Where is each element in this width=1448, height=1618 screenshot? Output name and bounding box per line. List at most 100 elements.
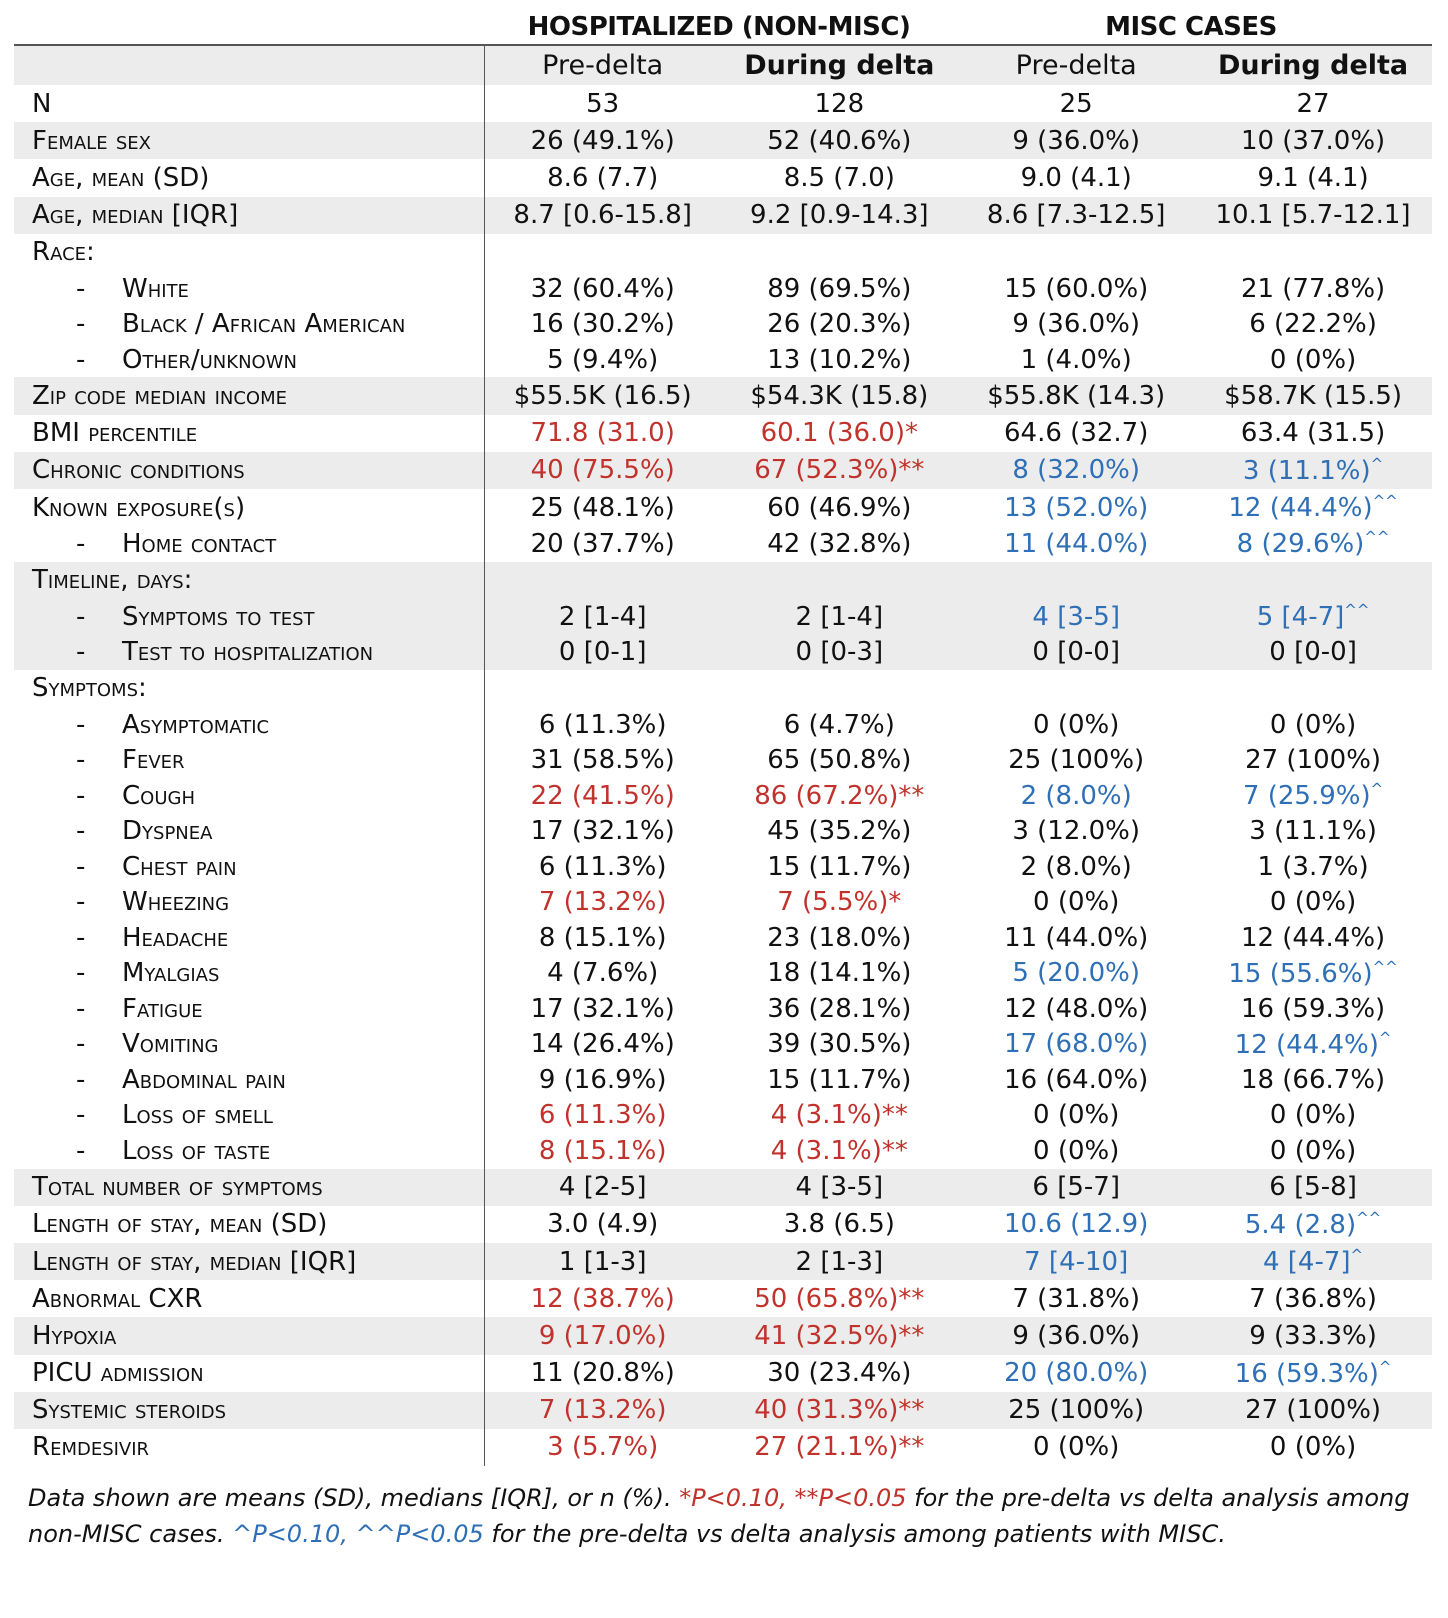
cell-during-delta-misc: 10.1 [5.7-12.1] xyxy=(1194,196,1432,234)
cell-value: 3 (5.7%) xyxy=(547,1432,659,1463)
footnote-text-3: for the pre-delta vs delta analysis amon… xyxy=(483,1520,1226,1548)
row-label: - Black / African American xyxy=(14,306,485,342)
cell-during-delta-non-misc: 15 (11.7%) xyxy=(721,849,958,885)
row-label: - Myalgias xyxy=(14,955,485,992)
cell-during-delta-misc: 0 (0%) xyxy=(1195,342,1432,378)
row-label: Zip code median income xyxy=(14,377,485,415)
group-header-row: HOSPITALIZED (NON-MISC) MISC CASES xyxy=(14,10,1432,46)
row-label-text: Hypoxia xyxy=(32,1320,117,1351)
row-label-text: Vomiting xyxy=(122,1029,219,1060)
table-row: - Cough 22 (41.5%) 86 (67.2%)** 2 (8.0%) 7 (2… xyxy=(14,778,1432,814)
cell-value: 8 (15.1%) xyxy=(538,1135,667,1166)
cell-during-delta-non-misc xyxy=(721,234,958,271)
summary-table: Pre-delta During delta Pre-delta During … xyxy=(14,46,1432,1467)
row-label: - Symptoms to test xyxy=(14,598,485,635)
cell-pre-delta-misc: 9.0 (4.1) xyxy=(958,159,1195,196)
cell-value: 0 (0%) xyxy=(1033,887,1120,918)
table-row: - Loss of smell 6 (11.3%) 4 (3.1%)** 0 (0%) 0… xyxy=(14,1097,1432,1134)
table-row: Timeline, days: xyxy=(14,561,1432,599)
table-row: - Black / African American 16 (30.2%) 26 (2… xyxy=(14,306,1432,342)
table-row: Known exposure(s) 25 (48.1%) 60 (46.9%) 13 … xyxy=(14,489,1432,527)
table-row: Hypoxia 9 (17.0%) 41 (32.5%)** 9 (36.0%) 9 (… xyxy=(14,1317,1432,1355)
cell-value: 8 (29.6%) xyxy=(1236,529,1365,560)
cell-during-delta-misc: 12 (44.4%)^^ xyxy=(1195,489,1432,526)
cell-value: 64.6 (32.7) xyxy=(1004,418,1149,449)
cell-pre-delta-non-misc: 20 (37.7%) xyxy=(484,526,721,562)
cell-during-delta-misc: 12 (44.4%) xyxy=(1195,920,1432,956)
cell-pre-delta-misc: 1 (4.0%) xyxy=(958,342,1195,378)
cell-during-delta-non-misc: 65 (50.8%) xyxy=(721,743,958,779)
significance-marker: ^ xyxy=(1350,1246,1364,1265)
sub-item-dash: - xyxy=(76,958,86,989)
cell-value: 0 [0-0] xyxy=(1269,637,1357,668)
cell-pre-delta-misc: 25 (100%) xyxy=(958,743,1195,779)
cell-during-delta-non-misc: 67 (52.3%)** xyxy=(720,451,958,489)
row-label: Female sex xyxy=(14,122,485,160)
cell-during-delta-non-misc: 8.5 (7.0) xyxy=(721,159,958,196)
row-label: Timeline, days: xyxy=(14,561,485,599)
cell-value: 11 (20.8%) xyxy=(530,1358,675,1389)
cell-during-delta-non-misc: 39 (30.5%) xyxy=(721,1027,958,1063)
cell-pre-delta-non-misc xyxy=(484,670,721,707)
cell-value: 9 (36.0%) xyxy=(1012,309,1141,340)
table-row: - Headache 8 (15.1%) 23 (18.0%) 11 (44.0%) 12… xyxy=(14,920,1432,956)
cell-value: 4 (7.6%) xyxy=(547,958,659,989)
cell-value: 30 (23.4%) xyxy=(767,1358,912,1389)
cell-pre-delta-non-misc: 8 (15.1%) xyxy=(484,1133,721,1169)
cell-value: 27 (100%) xyxy=(1245,745,1382,776)
table-row: - Test to hospitalization 0 [0-1] 0 [0-3] 0 … xyxy=(14,634,1432,670)
cell-value: 15 (60.0%) xyxy=(1004,273,1149,304)
cell-value: 12 (48.0%) xyxy=(1004,993,1149,1024)
significance-marker: ^^ xyxy=(1356,1208,1382,1227)
sub-item-dash: - xyxy=(76,745,86,776)
cell-pre-delta-non-misc: 71.8 (31.0) xyxy=(484,415,721,452)
table-row: Chronic conditions 40 (75.5%) 67 (52.3%)**… xyxy=(14,451,1432,489)
footnote-text-2: for the pre-delta vs delta analysis amon… xyxy=(28,1484,1410,1548)
column-header-during-delta-misc: During delta xyxy=(1194,46,1432,85)
cell-during-delta-misc xyxy=(1194,561,1432,599)
row-label: BMI percentile xyxy=(14,414,485,452)
cell-value: 17 (32.1%) xyxy=(530,993,675,1024)
sub-item-dash: - xyxy=(76,601,86,632)
cell-value: 6 (11.3%) xyxy=(538,851,667,882)
cell-pre-delta-non-misc: 7 (13.2%) xyxy=(484,885,721,921)
cell-during-delta-misc: 15 (55.6%)^^ xyxy=(1195,956,1432,992)
cell-value: 26 (49.1%) xyxy=(530,125,675,156)
row-label: - Vomiting xyxy=(14,1026,485,1063)
row-label-text: Loss of taste xyxy=(122,1135,271,1166)
cell-during-delta-non-misc: 52 (40.6%) xyxy=(720,122,958,160)
cell-value: 2 [1-4] xyxy=(795,601,884,632)
cell-value: 1 (4.0%) xyxy=(1020,344,1132,375)
cell-during-delta-non-misc: 2 [1-4] xyxy=(720,598,958,635)
row-label: - Fatigue xyxy=(14,991,485,1027)
cell-value: 6 (11.3%) xyxy=(538,709,667,740)
significance-marker: ^ xyxy=(1378,1028,1392,1047)
cell-value: 53 xyxy=(586,88,620,119)
cell-value: 9.1 (4.1) xyxy=(1257,162,1369,193)
row-label-text: Wheezing xyxy=(122,887,230,918)
cell-value: $54.3K (15.8) xyxy=(750,381,929,412)
sub-item-dash: - xyxy=(76,851,86,882)
cell-value: 3 (12.0%) xyxy=(1012,816,1141,847)
cell-pre-delta-non-misc: 6 (11.3%) xyxy=(484,1098,721,1134)
cell-value: 0 (0%) xyxy=(1269,709,1357,740)
cell-during-delta-non-misc: 18 (14.1%) xyxy=(721,956,958,992)
cell-value: 15 (55.6%) xyxy=(1228,958,1373,989)
row-label: Total number of symptoms xyxy=(14,1168,485,1206)
cell-value: 13 (52.0%) xyxy=(1004,492,1149,523)
cell-during-delta-misc: 7 (25.9%)^ xyxy=(1195,778,1432,814)
cell-during-delta-misc xyxy=(1195,234,1432,271)
cell-during-delta-misc: 63.4 (31.5) xyxy=(1195,415,1432,452)
row-label: Length of stay, mean (SD) xyxy=(14,1205,485,1243)
row-label: - Chest pain xyxy=(14,849,485,885)
cell-during-delta-misc xyxy=(1195,670,1432,707)
table-row: - Loss of taste 8 (15.1%) 4 (3.1%)** 0 (0%) 0… xyxy=(14,1133,1432,1169)
row-label: PICU admission xyxy=(14,1354,485,1392)
table-row: - Chest pain 6 (11.3%) 15 (11.7%) 2 (8.0%) 1 … xyxy=(14,849,1432,885)
row-label: Age, mean (SD) xyxy=(14,159,485,197)
cell-pre-delta-non-misc: $55.5K (16.5) xyxy=(484,377,721,415)
cell-value: 40 (31.3%)** xyxy=(754,1395,925,1426)
cell-pre-delta-non-misc: 7 (13.2%) xyxy=(484,1391,721,1429)
cell-pre-delta-non-misc: 14 (26.4%) xyxy=(484,1027,721,1063)
row-label-text: Cough xyxy=(122,780,195,811)
